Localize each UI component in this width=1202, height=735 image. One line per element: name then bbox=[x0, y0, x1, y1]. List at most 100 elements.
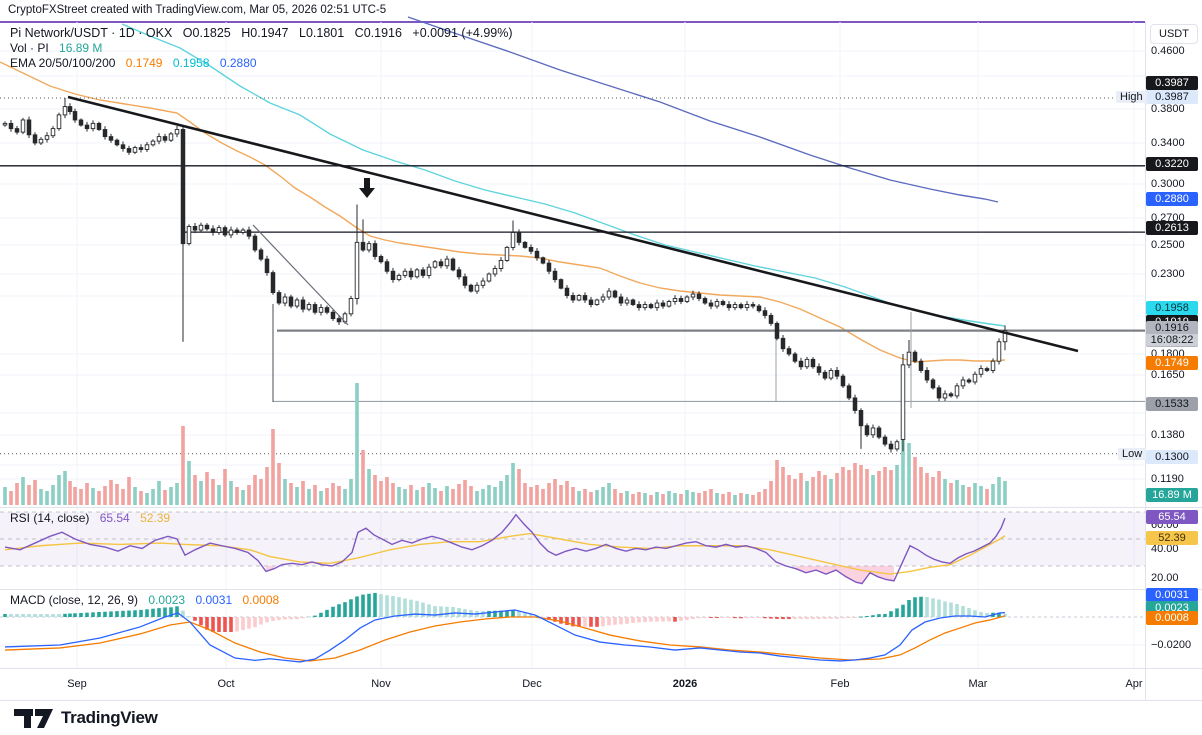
macd-histogram-bar bbox=[33, 613, 37, 617]
candle-body bbox=[954, 385, 960, 397]
ema-row[interactable]: EMA 20/50/100/200 0.1749 0.1958 0.2880 bbox=[10, 56, 520, 71]
volume-bar bbox=[487, 485, 491, 505]
macd-histogram-bar bbox=[565, 617, 569, 626]
candle-body bbox=[246, 229, 252, 237]
candle-body bbox=[618, 296, 624, 304]
volume-bar bbox=[697, 493, 701, 505]
volume-bar bbox=[169, 487, 173, 505]
candle-body bbox=[522, 241, 528, 248]
volume-row[interactable]: Vol · PI 16.89 M bbox=[10, 41, 520, 56]
volume-bar bbox=[979, 486, 983, 505]
tradingview-logo-text: TradingView bbox=[61, 708, 158, 727]
macd-histogram-bar bbox=[709, 617, 713, 619]
volume-bar bbox=[583, 489, 587, 505]
panel-separator[interactable] bbox=[0, 507, 1202, 508]
candle-body bbox=[612, 290, 618, 298]
macd-histogram-bar bbox=[85, 612, 89, 617]
volume-bar bbox=[577, 491, 581, 505]
macd-histogram-bar bbox=[961, 605, 965, 617]
volume-bar bbox=[289, 483, 293, 505]
macd-histogram-bar bbox=[841, 617, 845, 619]
candle-body bbox=[204, 224, 210, 230]
candle-body bbox=[144, 144, 150, 150]
volume-bar bbox=[799, 473, 803, 505]
macd-histogram-bar bbox=[127, 610, 131, 617]
volume-bar bbox=[57, 475, 61, 505]
macd-histogram-bar bbox=[301, 617, 305, 619]
candle-body bbox=[408, 270, 414, 278]
volume-bar bbox=[787, 475, 791, 505]
macd-histogram-bar bbox=[547, 617, 551, 620]
macd-histogram-bar bbox=[103, 611, 107, 617]
candle-body bbox=[990, 360, 996, 371]
volume-bar bbox=[727, 492, 731, 505]
panel-separator[interactable] bbox=[0, 589, 1202, 590]
volume-bar bbox=[157, 481, 161, 505]
currency-unit-button[interactable]: USDT bbox=[1150, 24, 1198, 44]
macd-histogram-bar bbox=[541, 617, 545, 618]
axis-price-label: 20.00 bbox=[1151, 572, 1179, 584]
volume-bar bbox=[631, 494, 635, 505]
macd-line-value: 0.0031 bbox=[195, 593, 233, 607]
volume-bar bbox=[439, 491, 443, 505]
candle-body bbox=[816, 366, 822, 373]
volume-bar bbox=[589, 492, 593, 505]
macd-histogram-bar bbox=[697, 617, 701, 619]
symbol-row[interactable]: Pi Network/USDT · 1D · OKX O0.1825 H0.19… bbox=[10, 26, 520, 41]
candle-body bbox=[330, 311, 336, 320]
macd-histogram-bar bbox=[649, 617, 653, 622]
macd-legend[interactable]: MACD (close, 12, 26, 9) 0.0023 0.0031 0.… bbox=[10, 593, 286, 608]
ohlc-low: L0.1801 bbox=[299, 26, 345, 40]
candle-body bbox=[870, 427, 876, 436]
tradingview-logo[interactable]: TradingView bbox=[14, 704, 158, 732]
volume-bar bbox=[529, 487, 533, 505]
axis-price-badge: 52.39 bbox=[1146, 531, 1198, 545]
macd-histogram-bar bbox=[661, 617, 665, 622]
candle-body bbox=[756, 305, 762, 312]
macd-histogram-bar bbox=[673, 617, 677, 622]
volume-bar bbox=[313, 485, 317, 505]
macd-histogram-bar bbox=[175, 606, 179, 617]
macd-histogram-bar bbox=[109, 611, 113, 617]
volume-bar bbox=[553, 479, 557, 505]
macd-histogram-bar bbox=[151, 608, 155, 617]
candle-body bbox=[828, 370, 834, 379]
axis-price-badge: 0.3220 bbox=[1146, 157, 1198, 171]
time-axis-label: Apr bbox=[1125, 678, 1143, 690]
candle-body bbox=[984, 368, 990, 371]
candle-body bbox=[768, 314, 774, 324]
candle-body bbox=[312, 304, 318, 313]
macd-histogram-bar bbox=[739, 617, 743, 619]
volume-bar bbox=[865, 469, 869, 505]
macd-histogram-bar bbox=[733, 617, 737, 619]
volume-bar bbox=[901, 420, 905, 505]
volume-bar bbox=[685, 490, 689, 505]
volume-bar bbox=[9, 491, 13, 505]
candle-body bbox=[96, 122, 102, 130]
rsi-legend[interactable]: RSI (14, close) 65.54 52.39 bbox=[10, 511, 177, 526]
volume-bar bbox=[517, 469, 521, 505]
macd-histogram-bar bbox=[45, 614, 49, 617]
candle-body bbox=[222, 227, 228, 236]
candle-body bbox=[588, 299, 594, 305]
symbol-title[interactable]: Pi Network/USDT · 1D · OKX bbox=[10, 26, 173, 40]
candle-body bbox=[162, 136, 168, 141]
candle-body bbox=[462, 276, 468, 286]
volume-bar bbox=[481, 489, 485, 505]
volume-bar bbox=[889, 470, 893, 505]
volume-bar bbox=[253, 475, 257, 505]
volume-bar bbox=[943, 479, 947, 505]
candle-body bbox=[606, 290, 612, 298]
candle-body bbox=[780, 337, 786, 350]
volume-bar bbox=[259, 479, 263, 505]
volume-bar bbox=[733, 495, 737, 505]
macd-histogram-bar bbox=[9, 613, 13, 617]
axis-price-label: 0.3400 bbox=[1151, 137, 1185, 149]
volume-bar bbox=[871, 475, 875, 505]
candle-body bbox=[336, 318, 342, 323]
candle-body bbox=[8, 122, 14, 130]
candle-body bbox=[906, 351, 912, 366]
candle-body bbox=[120, 144, 126, 149]
macd-histogram-bar bbox=[349, 599, 353, 617]
